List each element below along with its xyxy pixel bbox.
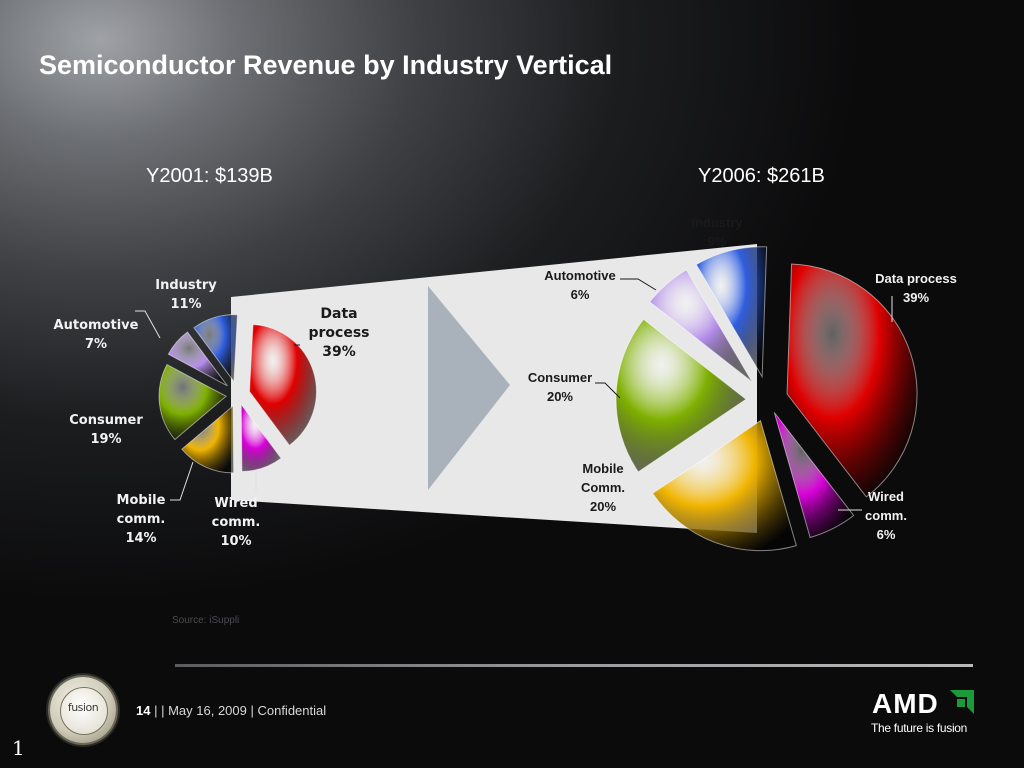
pie-slice-2006-automotive [649, 269, 753, 383]
pie-slice-2001-consumer [158, 363, 227, 441]
footer-date: May 16, 2009 | Confidential [168, 703, 327, 718]
pie-slice-2006-industry [695, 246, 768, 379]
label-2001-industry: Industry 11% [155, 278, 217, 312]
pie-slice-2006-data-process [786, 263, 918, 498]
label-2006-mobile: Mobile Comm. 20% [580, 461, 626, 514]
label-2006-industry: Industry 9% [691, 215, 743, 249]
footer-separator: | | [154, 703, 165, 718]
leader-line-2001-mobile [170, 461, 194, 501]
pie-slice-2001-mobile-comm [181, 404, 235, 474]
amd-arrow-icon [950, 690, 974, 714]
label-2006-automotive: Automotive 6% [544, 268, 616, 302]
pie-slice-2001-wired-comm [240, 402, 282, 472]
footer-divider [175, 664, 973, 667]
label-2001-wired: Wired comm. 10% [211, 496, 261, 549]
label-2006-data-process: Data process 39% [875, 271, 957, 305]
leader-line-2006-consumer [595, 382, 621, 399]
amd-logo: AMD [872, 688, 939, 719]
footer-info: 14 | | May 16, 2009 | Confidential [136, 703, 326, 718]
chart-title-2001: Y2001: $139B [146, 165, 273, 187]
label-2001-consumer: Consumer 19% [69, 413, 143, 447]
label-2006-wired: Wired comm. 6% [865, 489, 907, 542]
label-2006-consumer: Consumer 20% [527, 370, 593, 404]
label-2001-mobile: Mobile comm. 14% [116, 493, 166, 546]
pie-slice-2006-wired-comm [773, 412, 855, 539]
slide-title: Semiconductor Revenue by Industry Vertic… [39, 50, 613, 80]
corner-number: 1 [12, 736, 25, 760]
page-number: 14 [136, 703, 151, 718]
label-2001-automotive: Automotive 7% [53, 318, 139, 352]
fusion-logo-text: fusion [67, 701, 99, 714]
amd-tagline: The future is fusion [871, 721, 968, 735]
source-note: Source: iSuppli [172, 615, 240, 626]
chart-title-2006: Y2006: $261B [698, 165, 825, 187]
pie-slice-2001-automotive [167, 331, 228, 387]
label-2001-data-process: Data process 39% [308, 306, 370, 360]
fusion-logo: fusion [50, 677, 116, 743]
pie-slice-2001-data-process [248, 324, 317, 447]
leader-line-2006-automotive [620, 278, 657, 291]
transition-arrow [428, 286, 510, 490]
pie-slice-2001-industry [193, 314, 238, 384]
pie-slice-2006-mobile-comm [652, 419, 797, 552]
leader-line-2001-automotive [135, 310, 161, 339]
fusion-logo-ring [60, 687, 108, 735]
